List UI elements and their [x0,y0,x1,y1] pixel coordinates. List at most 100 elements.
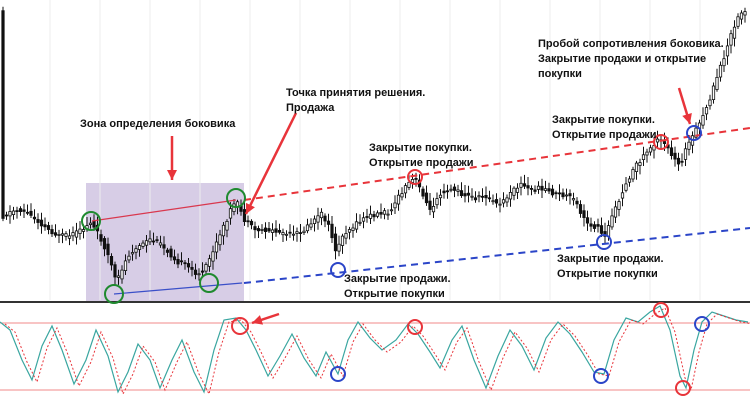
candle-body [288,231,292,234]
candle-body [655,138,660,143]
candle-body [263,227,268,232]
candle-body [403,185,408,194]
candle-body [305,224,310,232]
candle-body [221,224,226,237]
candle-body [704,107,709,115]
candle-body [298,232,303,235]
candle-body [564,194,569,197]
candle-body [1,10,5,219]
candle-body [36,219,40,223]
candle-body [400,193,404,198]
candle-body [344,232,348,239]
candle-body [428,200,432,210]
candle-body [18,208,23,213]
candle-body [22,209,26,212]
candle-body [729,33,733,46]
candle-body [361,217,366,222]
candle-body [529,187,534,190]
annotation-close-sell-1-line1: Закрытие продажи. [344,273,451,285]
candle-body [123,260,128,271]
candle-body [148,238,152,243]
candle-body [337,243,341,252]
candle-body [421,188,425,197]
candle-body [449,188,453,191]
candle-body [603,231,607,237]
candle-body [4,214,9,217]
candle-body [375,212,380,217]
annotation-close-buy-1-line1: Закрытие покупки. [369,142,472,154]
range-top-line [91,199,237,222]
candle-body [512,187,516,196]
candle-body [547,188,551,192]
annotation-close-buy-2: Закрытие покупки. Открытие продажи [552,113,656,143]
candle-body [193,269,198,275]
candle-body [211,251,215,262]
candle-body [225,220,229,231]
annotation-close-sell-2: Закрытие продажи. Открытие покупки [557,252,664,282]
candle-body [204,264,208,272]
candle-body [8,211,12,217]
candle-body [680,160,684,163]
candle-body [106,243,110,256]
annotation-close-sell-1-line2: Открытие покупки [344,288,445,300]
green-marker-range-top [81,211,101,231]
candle-body [645,151,649,156]
candle-body [116,275,121,278]
candle-body [662,141,667,144]
range-bottom-line [113,282,243,295]
candle-body [585,217,590,224]
candle-body [29,210,33,216]
candle-body [438,194,443,199]
arrow-zone-head [167,170,177,180]
candle-body [270,229,275,233]
candle-body [501,199,506,204]
candle-body [120,269,124,280]
candle-body [456,189,460,192]
candle-body [431,205,436,213]
candle-body [32,216,37,220]
candle-body [74,230,79,238]
arrow-decision-head [245,202,255,214]
candle-body [526,185,530,189]
candle-body [596,224,600,227]
candle-body [78,228,82,235]
stochastic-signal-line [4,307,750,396]
candle-body [200,270,205,273]
candle-body [582,210,586,218]
candle-body [134,248,138,253]
annotation-zone-line1: Зона определения боковика [80,118,236,130]
blue-marker-osc-2 [593,368,609,384]
blue-marker-osc-3 [694,316,710,332]
candle-body [694,127,698,138]
candle-body [442,190,446,194]
candle-body [389,209,394,212]
candle-body [67,235,72,239]
candle-body [155,239,159,242]
candle-body [589,223,593,227]
annotation-zone: Зона определения боковика [80,117,235,132]
candle-body [435,198,439,206]
candle-body [39,219,44,227]
candle-body [127,255,131,261]
candle-body [169,248,173,258]
candle-body [25,211,30,214]
candle-body [151,240,156,243]
support-projection [243,227,750,284]
candle-body [477,195,481,198]
candle-body [214,241,219,253]
candle-body [519,182,523,188]
candle-body [323,215,327,222]
candle-body [638,162,642,166]
candle-body [473,197,478,201]
candle-body [267,228,271,232]
candle-body [571,198,576,201]
candle-body [522,183,527,187]
candle-body [333,233,338,252]
candle-body [487,197,492,200]
candle-body [53,232,58,236]
candle-body [561,192,565,198]
candle-body [484,194,488,199]
candle-body [260,228,264,231]
blue-marker-osc-1 [330,366,346,382]
